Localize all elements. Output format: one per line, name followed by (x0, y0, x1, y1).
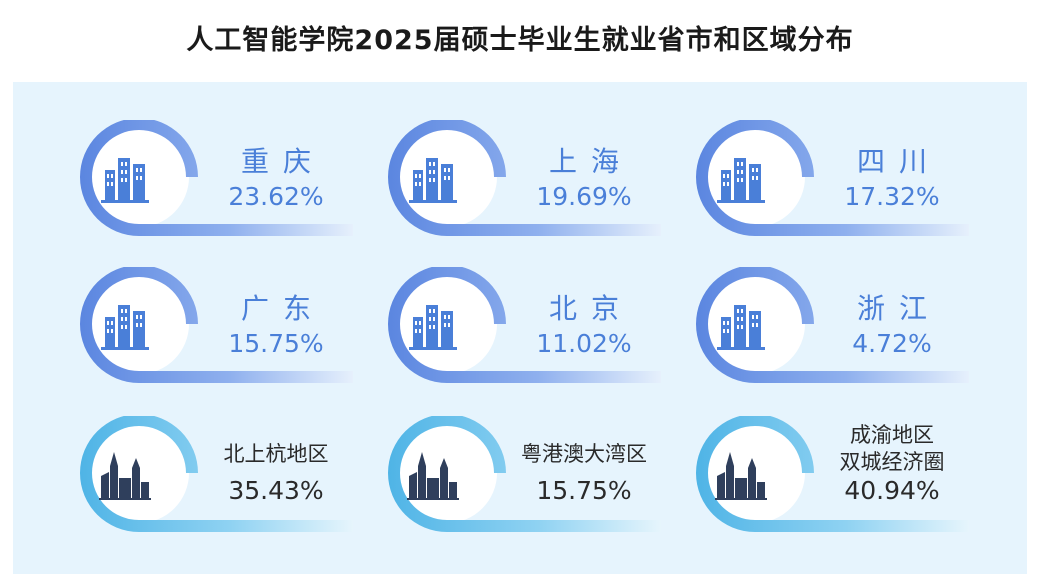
building-icon (717, 305, 765, 350)
region-name: 粤港澳大湾区 (521, 442, 647, 466)
province-card: 上海 19.69% (381, 120, 661, 242)
region-card: 粤港澳大湾区 15.75% (381, 416, 661, 538)
building-icon (409, 158, 457, 203)
province-percent: 15.75% (228, 329, 324, 358)
page-title: 人工智能学院2025届硕士毕业生就业省市和区域分布 (186, 25, 854, 56)
building-icon (409, 305, 457, 350)
province-percent: 23.62% (228, 182, 324, 211)
building-icon (101, 158, 149, 203)
region-percent: 15.75% (536, 476, 632, 505)
region-name: 北上杭地区 (223, 442, 329, 466)
province-card: 重庆 23.62% (73, 120, 353, 242)
building-icon (101, 305, 149, 350)
province-percent: 19.69% (536, 182, 632, 211)
province-card: 四川 17.32% (689, 120, 969, 242)
province-name: 北京 (548, 292, 633, 325)
building-icon (717, 158, 765, 203)
region-card: 北上杭地区 35.43% (73, 416, 353, 538)
province-percent: 11.02% (536, 329, 632, 358)
province-percent: 17.32% (844, 182, 940, 211)
region-name-line1: 成渝地区 (850, 423, 934, 447)
region-name-line2: 双城经济圈 (839, 450, 945, 474)
province-name: 四川 (856, 145, 941, 178)
province-name: 重庆 (240, 145, 325, 178)
province-name: 上海 (548, 145, 633, 178)
province-card: 浙江 4.72% (689, 267, 969, 389)
region-percent: 35.43% (228, 476, 324, 505)
city-skyline-icon (99, 452, 151, 500)
province-name: 浙江 (856, 292, 941, 325)
region-percent: 40.94% (844, 476, 940, 505)
province-percent: 4.72% (852, 329, 932, 358)
region-card: 成渝地区 双城经济圈 40.94% (689, 416, 969, 538)
province-card: 北京 11.02% (381, 267, 661, 389)
city-skyline-icon (407, 452, 459, 500)
distribution-panel: 重庆 23.62% 上海 19.69% 四川 17.32% 广东 15.75% … (13, 82, 1027, 574)
region-name: 成渝地区 双城经济圈 (817, 422, 967, 476)
city-skyline-icon (715, 452, 767, 500)
province-name: 广东 (240, 292, 325, 325)
province-card: 广东 15.75% (73, 267, 353, 389)
